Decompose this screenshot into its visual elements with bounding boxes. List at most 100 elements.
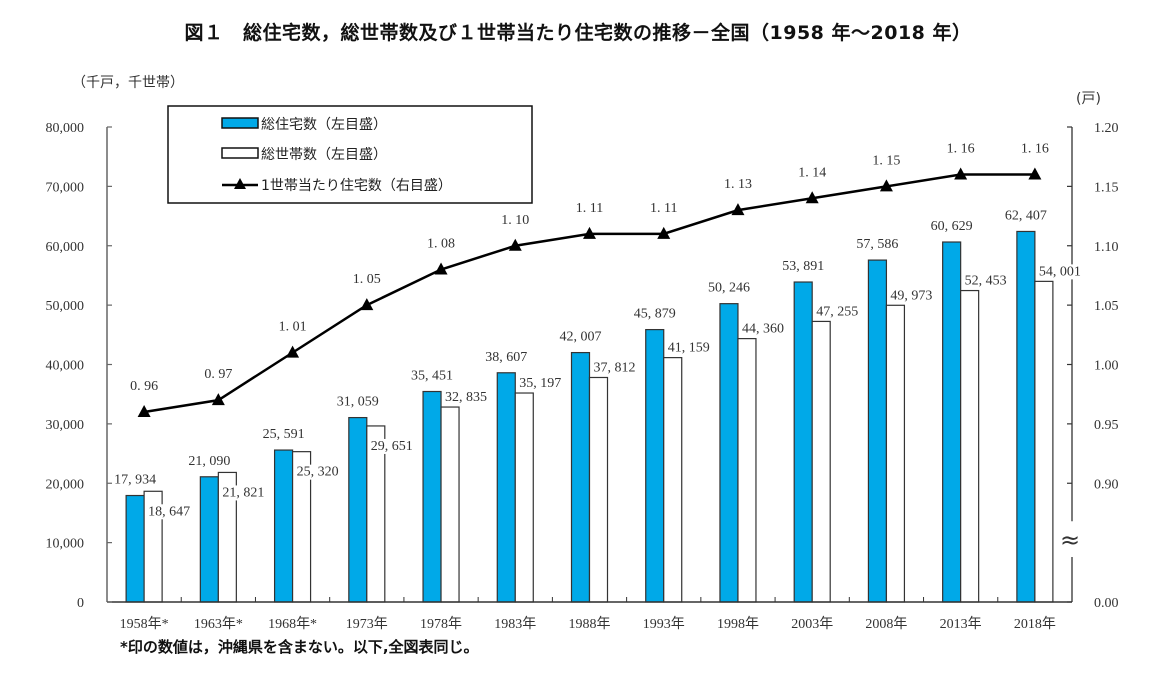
housing-data-label-background [187,453,232,469]
ratio-data-label: 0. 96 [130,379,158,394]
ratio-data-label: 1. 05 [353,272,381,287]
left-tick-label: 30,000 [46,418,85,433]
bar-housing [199,476,219,603]
right-tick-label: 0.90 [1094,477,1119,492]
bar-households [663,357,683,603]
x-tick-label: 1983年 [494,616,536,632]
housing-data-label-background [706,280,751,296]
ratio-data-label: 0. 97 [204,367,232,382]
housing-data-label: 42, 007 [560,330,602,345]
households-data-label: 29, 651 [371,439,413,454]
housing-data-label: 21, 090 [188,454,230,469]
left-tick-label: 60,000 [46,240,85,255]
bar-housing [273,449,294,603]
ratio-data-label: 1. 11 [576,201,603,216]
bar-housing [422,390,442,603]
households-data-label: 37, 812 [594,360,636,375]
households-data-label: 44, 360 [742,322,784,337]
x-tick-label: 2003年 [791,616,833,632]
ratio-marker-triangle-icon [805,191,819,204]
right-axis-unit-label: (戸) [1076,91,1101,107]
left-tick-label: 20,000 [46,477,85,492]
households-data-label-background [369,438,414,454]
legend: 総住宅数（左目盛） 総世帯数（左目盛） 1世帯当たり住宅数（右目盛） [167,105,533,204]
x-tick-label: 1978年 [420,616,462,632]
bar-housing [125,494,145,603]
data-labels-layer: 0. 96 0. 97 1. 01 1. 05 1. 08 1. 10 1. 11 1. 11… [113,142,1082,520]
ratio-marker-triangle-icon [360,298,374,311]
left-tick-label: 70,000 [46,180,85,195]
households-data-label: 35, 197 [519,376,561,391]
bar-households [811,320,831,603]
housing-data-label-background [558,329,603,345]
axis-break-icon: ≈ [1060,526,1080,554]
x-tick-label: 2018年 [1014,616,1056,632]
legend-swatch-housing [221,117,259,129]
housing-data-label: 53, 891 [782,259,824,274]
housing-data-label: 60, 629 [931,219,973,234]
housing-data-label: 35, 451 [411,369,453,384]
ratio-marker-triangle-icon [508,238,522,251]
x-tick-label: 2008年 [865,616,907,632]
households-data-label: 52, 453 [965,274,1007,289]
left-tick-label: 50,000 [46,299,85,314]
bar-households [885,304,906,603]
ratio-marker-triangle-icon [583,226,596,239]
ratio-data-label: 1. 10 [501,213,529,228]
bar-housing [570,351,591,603]
bar-housing [867,259,888,603]
housing-data-label: 57, 586 [856,237,898,252]
bar-housing [719,303,739,603]
ratio-data-label: 1. 13 [724,177,752,192]
chart-title: 図１ 総住宅数，総世帯数及び１世帯当たり住宅数の推移－全国（1958 年～201… [184,22,972,44]
ratio-marker-triangle-icon [954,167,968,180]
households-data-label: 49, 973 [890,288,932,303]
ratio-data-label: 1. 08 [427,237,455,252]
households-data-label-background [889,288,934,304]
households-data-label-background [518,376,563,392]
right-tick-label: 0.95 [1094,418,1119,433]
axes-layer: ≈0 10,000 20,000 30,000 40,000 50,000 60,000 70… [46,121,1119,632]
households-data-label-background [444,390,489,406]
households-data-label-background [592,360,637,376]
housing-data-label-background [855,237,900,253]
housing-data-label-background [929,219,974,235]
households-data-label: 32, 835 [445,390,487,405]
x-tick-label: 1998年 [717,616,759,632]
ratio-marker-triangle-icon [286,345,300,358]
housing-data-label: 62, 407 [1005,208,1047,223]
bars-layer [125,230,1054,603]
households-data-label-background [295,464,340,480]
left-tick-label: 40,000 [46,359,85,374]
ratio-marker-triangle-icon [211,393,225,406]
left-tick-label: 80,000 [46,121,85,136]
households-data-label-background [1037,264,1082,280]
housing-data-label-background [781,259,826,275]
footnote: *印の数値は，沖縄県を含まない。以下,全図表同じ。 [120,638,479,656]
legend-label-households: 総世帯数（左目盛） [261,147,387,163]
households-data-label-background [666,340,711,356]
x-tick-label: 1993年 [643,616,685,632]
left-axis-unit-label: （千戸，千世帯） [72,75,184,91]
bar-housing [348,416,368,603]
housing-data-label-background [632,306,677,322]
housing-data-label: 45, 879 [634,307,676,322]
left-tick-label: 10,000 [46,537,85,552]
housing-data-label: 25, 591 [263,427,305,442]
households-data-label-background [815,304,860,320]
ratio-marker-triangle-icon [137,405,151,417]
households-data-label: 41, 159 [668,341,710,356]
right-tick-label: 1.10 [1094,240,1119,255]
right-tick-label: 0.00 [1094,596,1119,611]
ratio-marker-triangle-icon [731,203,745,216]
bar-housing [1016,230,1036,603]
right-tick-label: 1.05 [1094,299,1119,314]
households-data-label-background [147,504,192,520]
bar-households [588,376,609,603]
bar-households [960,289,980,603]
bar-housing [645,328,665,603]
housing-data-label: 38, 607 [485,350,527,365]
x-tick-label: 1973年 [346,616,388,632]
ratio-data-label: 1. 16 [1021,142,1049,157]
households-data-label-background [963,273,1008,289]
